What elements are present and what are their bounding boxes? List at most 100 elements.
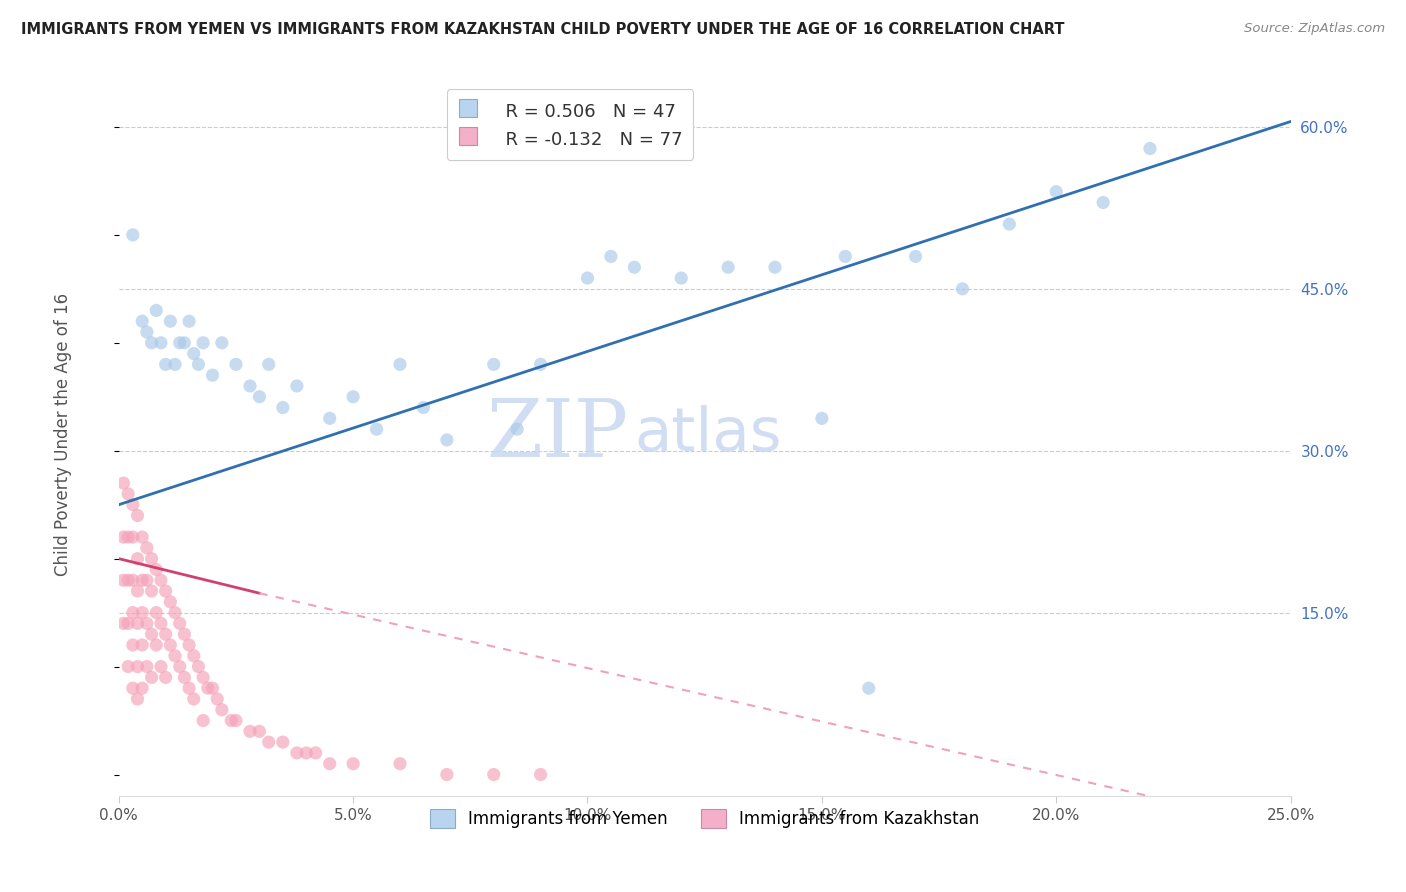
Point <box>159 595 181 609</box>
Point <box>211 703 233 717</box>
Point <box>197 681 219 695</box>
Point <box>169 659 191 673</box>
Point <box>304 746 326 760</box>
Point <box>183 648 205 663</box>
Point <box>117 530 139 544</box>
Point <box>388 358 411 372</box>
Point <box>247 390 270 404</box>
Point <box>318 411 340 425</box>
Point <box>342 756 364 771</box>
Point <box>127 551 149 566</box>
Point <box>247 724 270 739</box>
Point <box>135 325 157 339</box>
Point <box>858 681 880 695</box>
Point <box>177 638 200 652</box>
Point <box>163 358 186 372</box>
Point <box>117 487 139 501</box>
Point <box>952 282 974 296</box>
Point <box>388 756 411 771</box>
Point <box>1045 185 1067 199</box>
Point <box>225 714 247 728</box>
Point <box>177 681 200 695</box>
Point <box>117 573 139 587</box>
Point <box>187 659 209 673</box>
Point <box>623 260 645 275</box>
Point <box>127 692 149 706</box>
Point <box>183 346 205 360</box>
Point <box>141 551 163 566</box>
Point <box>112 573 135 587</box>
Point <box>257 358 280 372</box>
Point <box>169 335 191 350</box>
Point <box>121 573 143 587</box>
Point <box>436 767 458 781</box>
Point <box>366 422 388 436</box>
Point <box>141 670 163 684</box>
Point <box>1092 195 1115 210</box>
Y-axis label: Child Poverty Under the Age of 16: Child Poverty Under the Age of 16 <box>53 293 72 576</box>
Point <box>163 648 186 663</box>
Point <box>173 670 195 684</box>
Text: ZIP: ZIP <box>486 395 628 474</box>
Point <box>342 390 364 404</box>
Text: Source: ZipAtlas.com: Source: ZipAtlas.com <box>1244 22 1385 36</box>
Point <box>145 562 167 576</box>
Point <box>155 358 177 372</box>
Point <box>131 573 153 587</box>
Point <box>127 616 149 631</box>
Point <box>121 681 143 695</box>
Legend: Immigrants from Yemen, Immigrants from Kazakhstan: Immigrants from Yemen, Immigrants from K… <box>423 802 986 835</box>
Point <box>127 659 149 673</box>
Point <box>295 746 318 760</box>
Point <box>173 627 195 641</box>
Point <box>155 670 177 684</box>
Point <box>149 335 172 350</box>
Point <box>271 735 294 749</box>
Point <box>159 638 181 652</box>
Point <box>482 767 505 781</box>
Point <box>205 692 228 706</box>
Point <box>436 433 458 447</box>
Point <box>187 358 209 372</box>
Point <box>600 250 623 264</box>
Point <box>998 217 1021 231</box>
Point <box>127 584 149 599</box>
Point <box>121 606 143 620</box>
Point <box>177 314 200 328</box>
Point <box>131 314 153 328</box>
Point <box>149 616 172 631</box>
Point <box>257 735 280 749</box>
Point <box>271 401 294 415</box>
Point <box>318 756 340 771</box>
Point <box>169 616 191 631</box>
Point <box>671 271 693 285</box>
Point <box>219 714 242 728</box>
Point <box>717 260 740 275</box>
Point <box>211 335 233 350</box>
Point <box>811 411 834 425</box>
Point <box>530 358 553 372</box>
Point <box>191 335 214 350</box>
Point <box>163 606 186 620</box>
Point <box>239 724 262 739</box>
Point <box>121 638 143 652</box>
Point <box>183 692 205 706</box>
Point <box>121 530 143 544</box>
Point <box>1139 142 1161 156</box>
Point <box>127 508 149 523</box>
Point <box>149 659 172 673</box>
Point <box>412 401 434 415</box>
Point <box>834 250 856 264</box>
Point <box>145 303 167 318</box>
Point <box>145 638 167 652</box>
Point <box>141 335 163 350</box>
Point <box>530 767 553 781</box>
Point <box>112 476 135 491</box>
Point <box>155 627 177 641</box>
Point <box>576 271 599 285</box>
Point <box>191 670 214 684</box>
Point <box>131 606 153 620</box>
Point <box>121 498 143 512</box>
Text: IMMIGRANTS FROM YEMEN VS IMMIGRANTS FROM KAZAKHSTAN CHILD POVERTY UNDER THE AGE : IMMIGRANTS FROM YEMEN VS IMMIGRANTS FROM… <box>21 22 1064 37</box>
Point <box>145 606 167 620</box>
